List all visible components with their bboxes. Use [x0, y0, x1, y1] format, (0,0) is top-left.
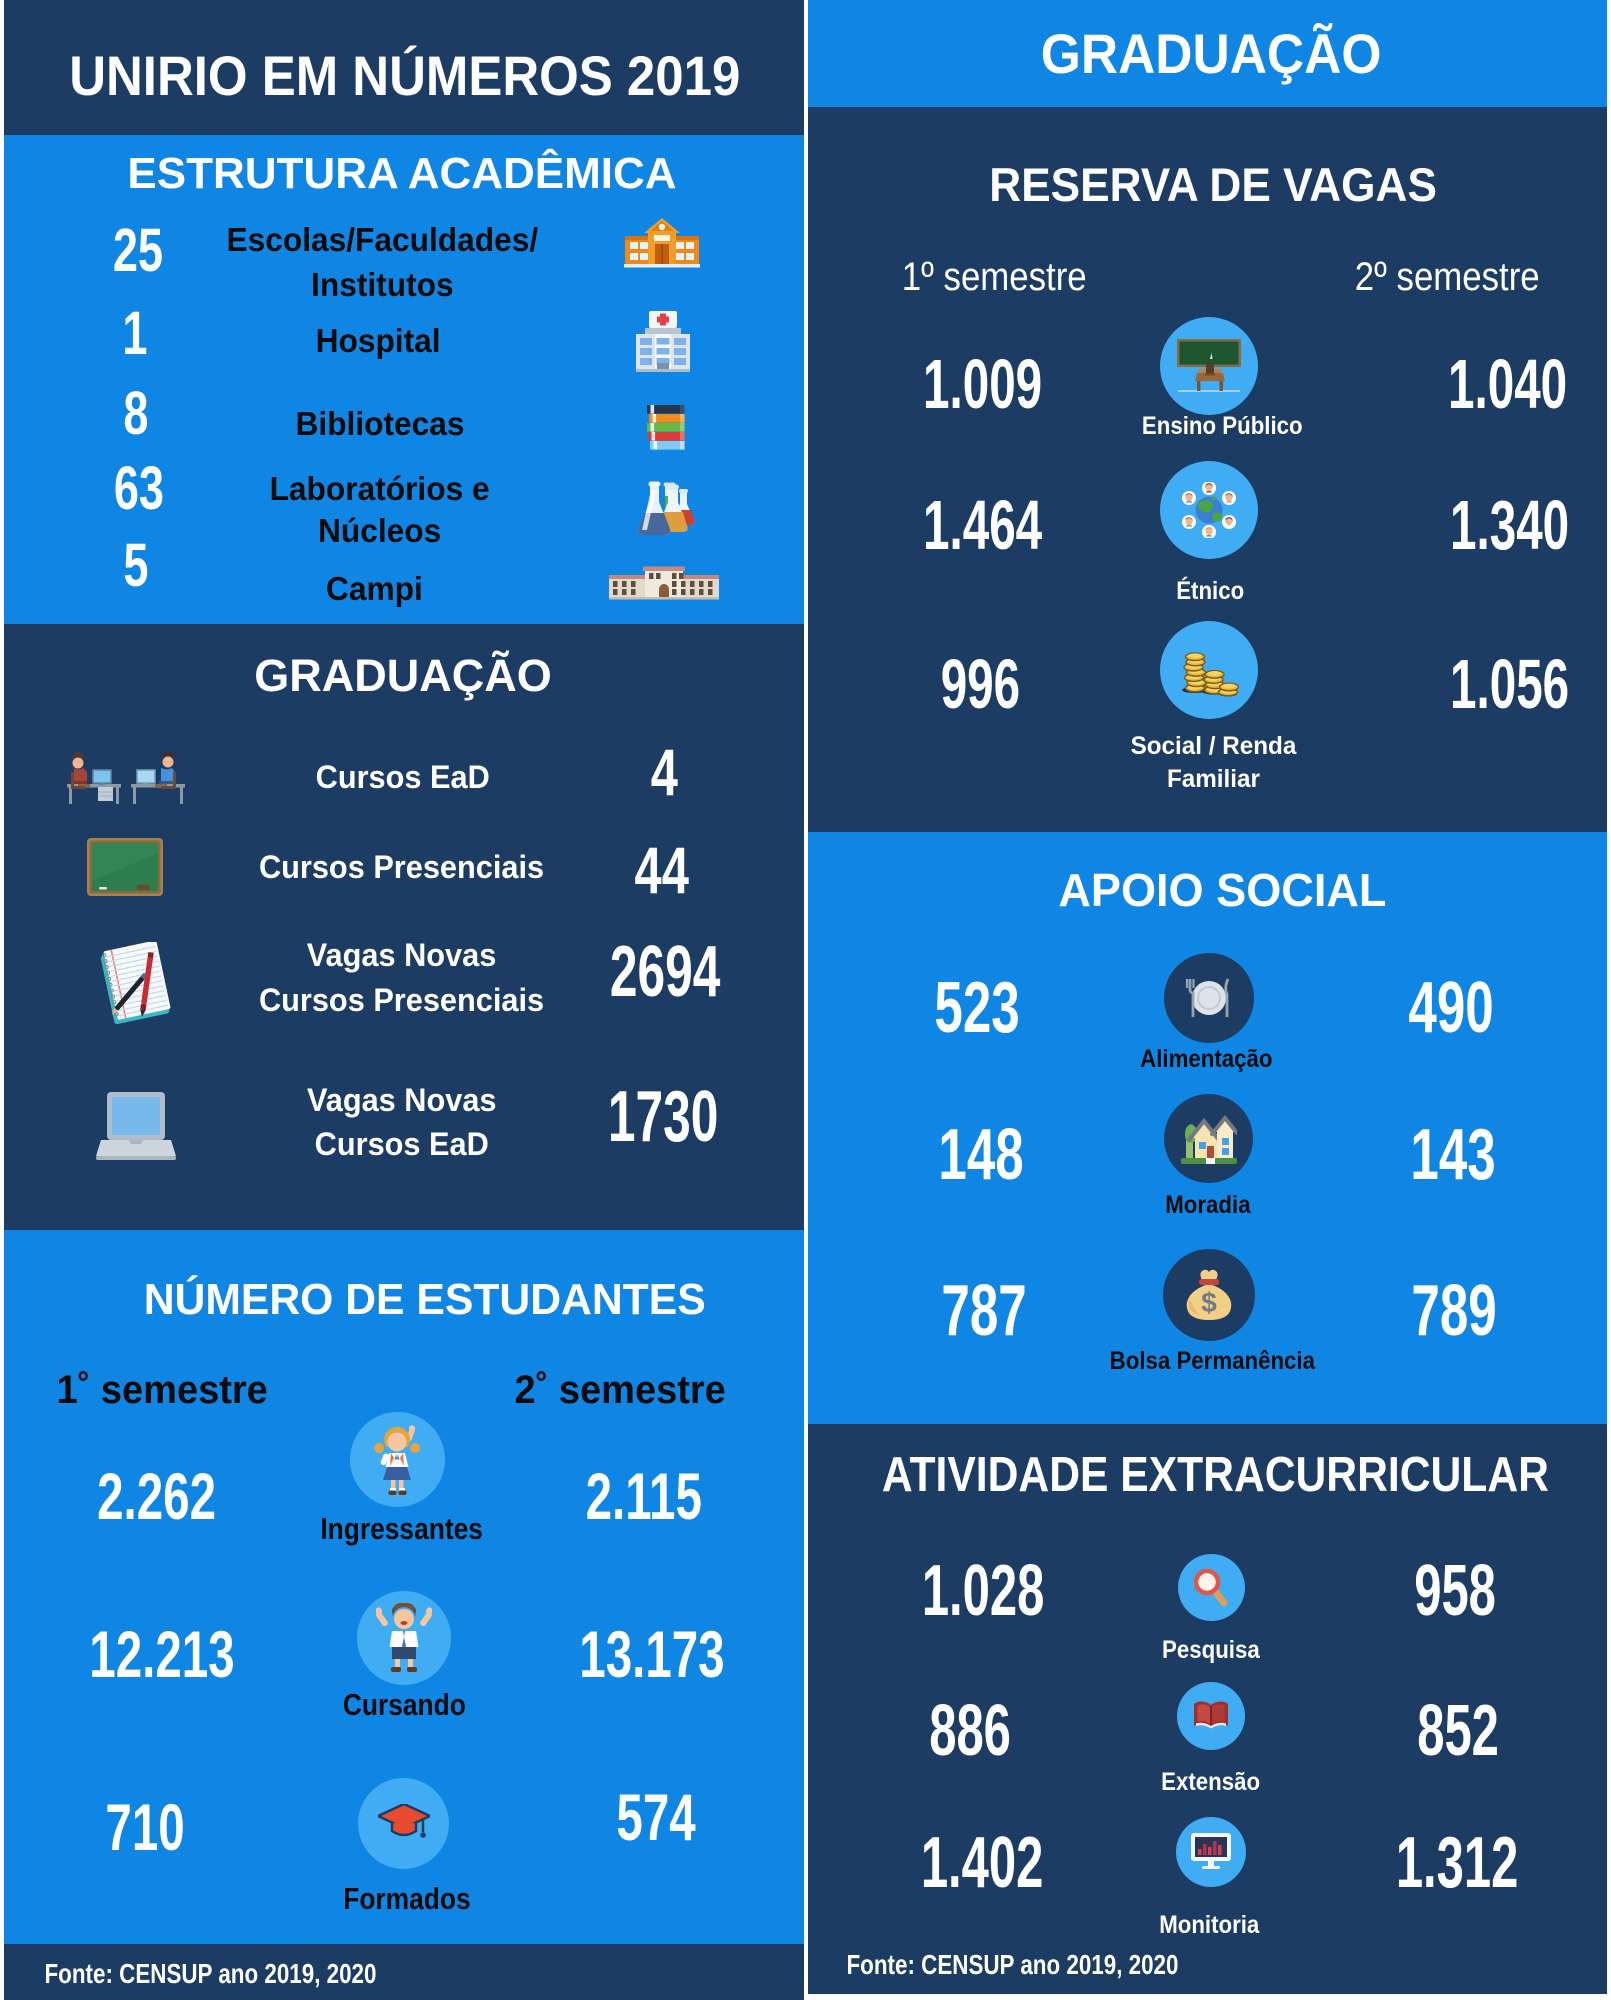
svg-text:$: $ [1201, 1287, 1217, 1318]
